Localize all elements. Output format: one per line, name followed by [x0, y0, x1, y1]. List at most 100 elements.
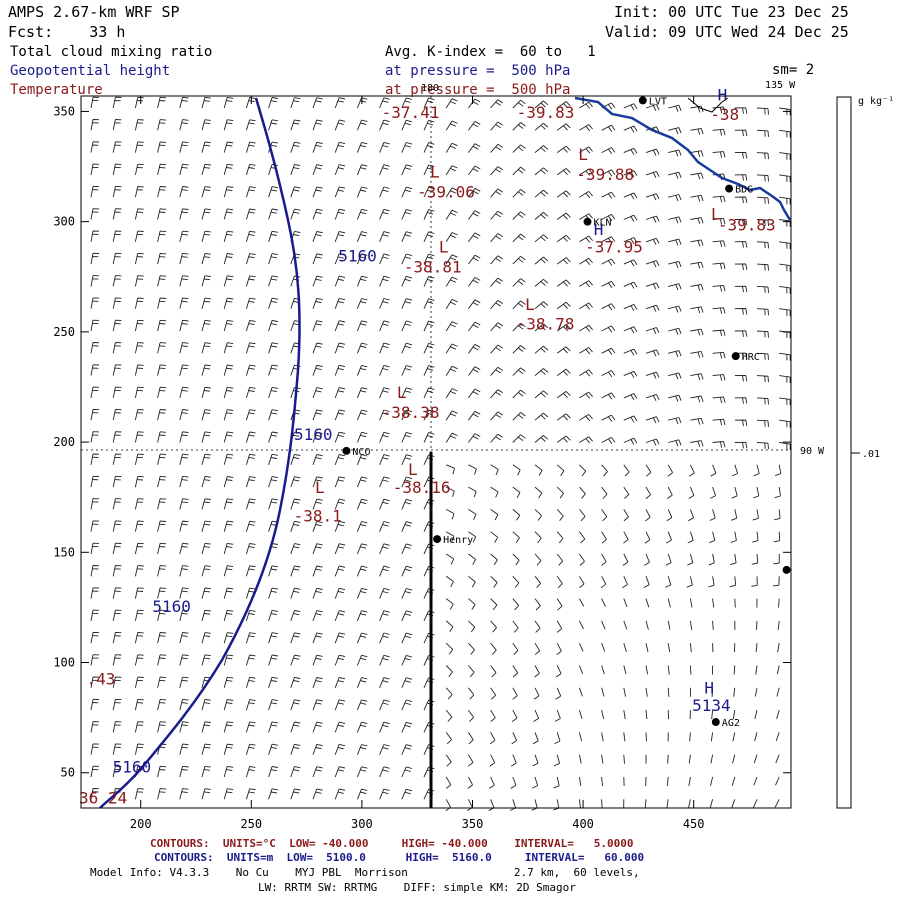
wind-barb — [179, 587, 189, 599]
wind-barb — [488, 799, 495, 812]
wind-barb — [134, 654, 144, 666]
temperature-label: -39.83 — [718, 215, 776, 234]
wind-barb — [445, 799, 451, 812]
wind-barb — [223, 342, 234, 354]
wind-barb — [290, 141, 301, 153]
wind-barb — [468, 98, 481, 109]
x-tick-label: 250 — [240, 817, 262, 831]
wind-barb — [157, 676, 167, 688]
wind-barb — [134, 520, 144, 532]
wind-barb — [401, 164, 413, 176]
wind-barb — [533, 687, 540, 700]
station-label: BDG — [735, 185, 753, 196]
wind-barb — [668, 238, 682, 246]
wind-barb — [290, 743, 301, 755]
wind-barb — [179, 520, 189, 532]
wind-barb — [446, 464, 455, 475]
temperature-label: -39.88 — [576, 165, 634, 184]
wind-barb — [423, 788, 435, 800]
wind-barb — [534, 642, 541, 656]
wind-barb — [334, 409, 346, 421]
wind-barb — [179, 297, 189, 309]
wind-barb — [401, 677, 413, 688]
wind-barb — [356, 632, 368, 644]
wind-barb — [90, 609, 100, 621]
wind-barb — [756, 174, 769, 182]
wind-barb — [223, 542, 234, 555]
wind-barb — [356, 409, 368, 421]
wind-barb — [490, 665, 497, 678]
wind-barb — [290, 498, 301, 510]
wind-barb — [112, 342, 122, 354]
model-info: Model Info: V4.3.3 No Cu MYJ PBL Morriso… — [90, 866, 640, 879]
wind-barb — [401, 142, 413, 153]
wind-barb — [579, 191, 593, 199]
wind-barb — [245, 632, 256, 644]
wind-barb — [753, 464, 760, 477]
wind-barb — [468, 709, 474, 722]
wind-barb — [134, 721, 144, 733]
wind-barb — [245, 498, 256, 510]
wind-barb — [423, 298, 435, 309]
wind-barb — [490, 433, 504, 443]
wind-barb — [312, 208, 323, 220]
wind-barb — [468, 121, 481, 131]
wind-barb — [756, 241, 769, 249]
wind-barb — [134, 275, 144, 287]
wind-barb — [601, 258, 616, 266]
wind-barb — [645, 237, 660, 245]
wind-barb — [510, 799, 517, 811]
wind-barb — [179, 208, 189, 220]
wind-barb — [556, 368, 571, 376]
wind-barb — [579, 257, 593, 265]
wind-barb — [445, 665, 453, 677]
wind-barb — [623, 192, 638, 200]
wind-barb — [223, 765, 234, 778]
wind-barb — [779, 129, 791, 138]
wind-barb — [401, 721, 413, 733]
wind-barb — [312, 320, 323, 332]
wind-barb — [201, 319, 211, 332]
wind-barb — [379, 766, 390, 778]
wind-barb — [112, 765, 122, 778]
wind-barb — [312, 587, 323, 599]
wind-barb — [157, 141, 167, 153]
wind-barb — [268, 320, 278, 332]
wind-barb — [779, 285, 791, 294]
wind-barb — [356, 543, 368, 555]
wind-barb — [245, 208, 256, 220]
wind-barb — [578, 709, 583, 719]
wind-barb — [179, 163, 189, 176]
wind-barb — [379, 141, 390, 153]
wind-barb — [356, 721, 368, 733]
wind-barb — [709, 509, 716, 521]
wind-barb — [667, 665, 670, 675]
wind-barb — [468, 254, 481, 265]
wind-barb — [245, 431, 256, 443]
wind-barb — [179, 788, 189, 800]
wind-barb — [401, 476, 413, 488]
wind-barb — [179, 565, 189, 577]
wind-barb — [423, 409, 435, 421]
wind-barb — [245, 543, 256, 555]
field-height: Geopotential height — [10, 63, 171, 79]
height-level: at pressure = 500 hPa — [385, 63, 571, 79]
wind-barb — [112, 498, 122, 510]
wind-barb — [468, 620, 476, 633]
wind-barb — [401, 365, 413, 376]
wind-barb — [157, 186, 167, 198]
wind-barb — [732, 710, 736, 720]
wind-barb — [468, 277, 481, 287]
wind-barb — [445, 165, 458, 176]
wind-barb — [578, 754, 582, 764]
low-marker: L — [525, 295, 535, 314]
wind-barb — [379, 431, 390, 443]
wind-barb — [512, 412, 526, 421]
wind-barb — [223, 676, 234, 688]
wind-barb — [90, 498, 100, 510]
wind-barb — [112, 230, 122, 242]
wind-barb — [245, 654, 256, 666]
wind-barb — [223, 587, 234, 599]
wind-barb — [112, 609, 122, 621]
wind-barb — [534, 167, 549, 176]
